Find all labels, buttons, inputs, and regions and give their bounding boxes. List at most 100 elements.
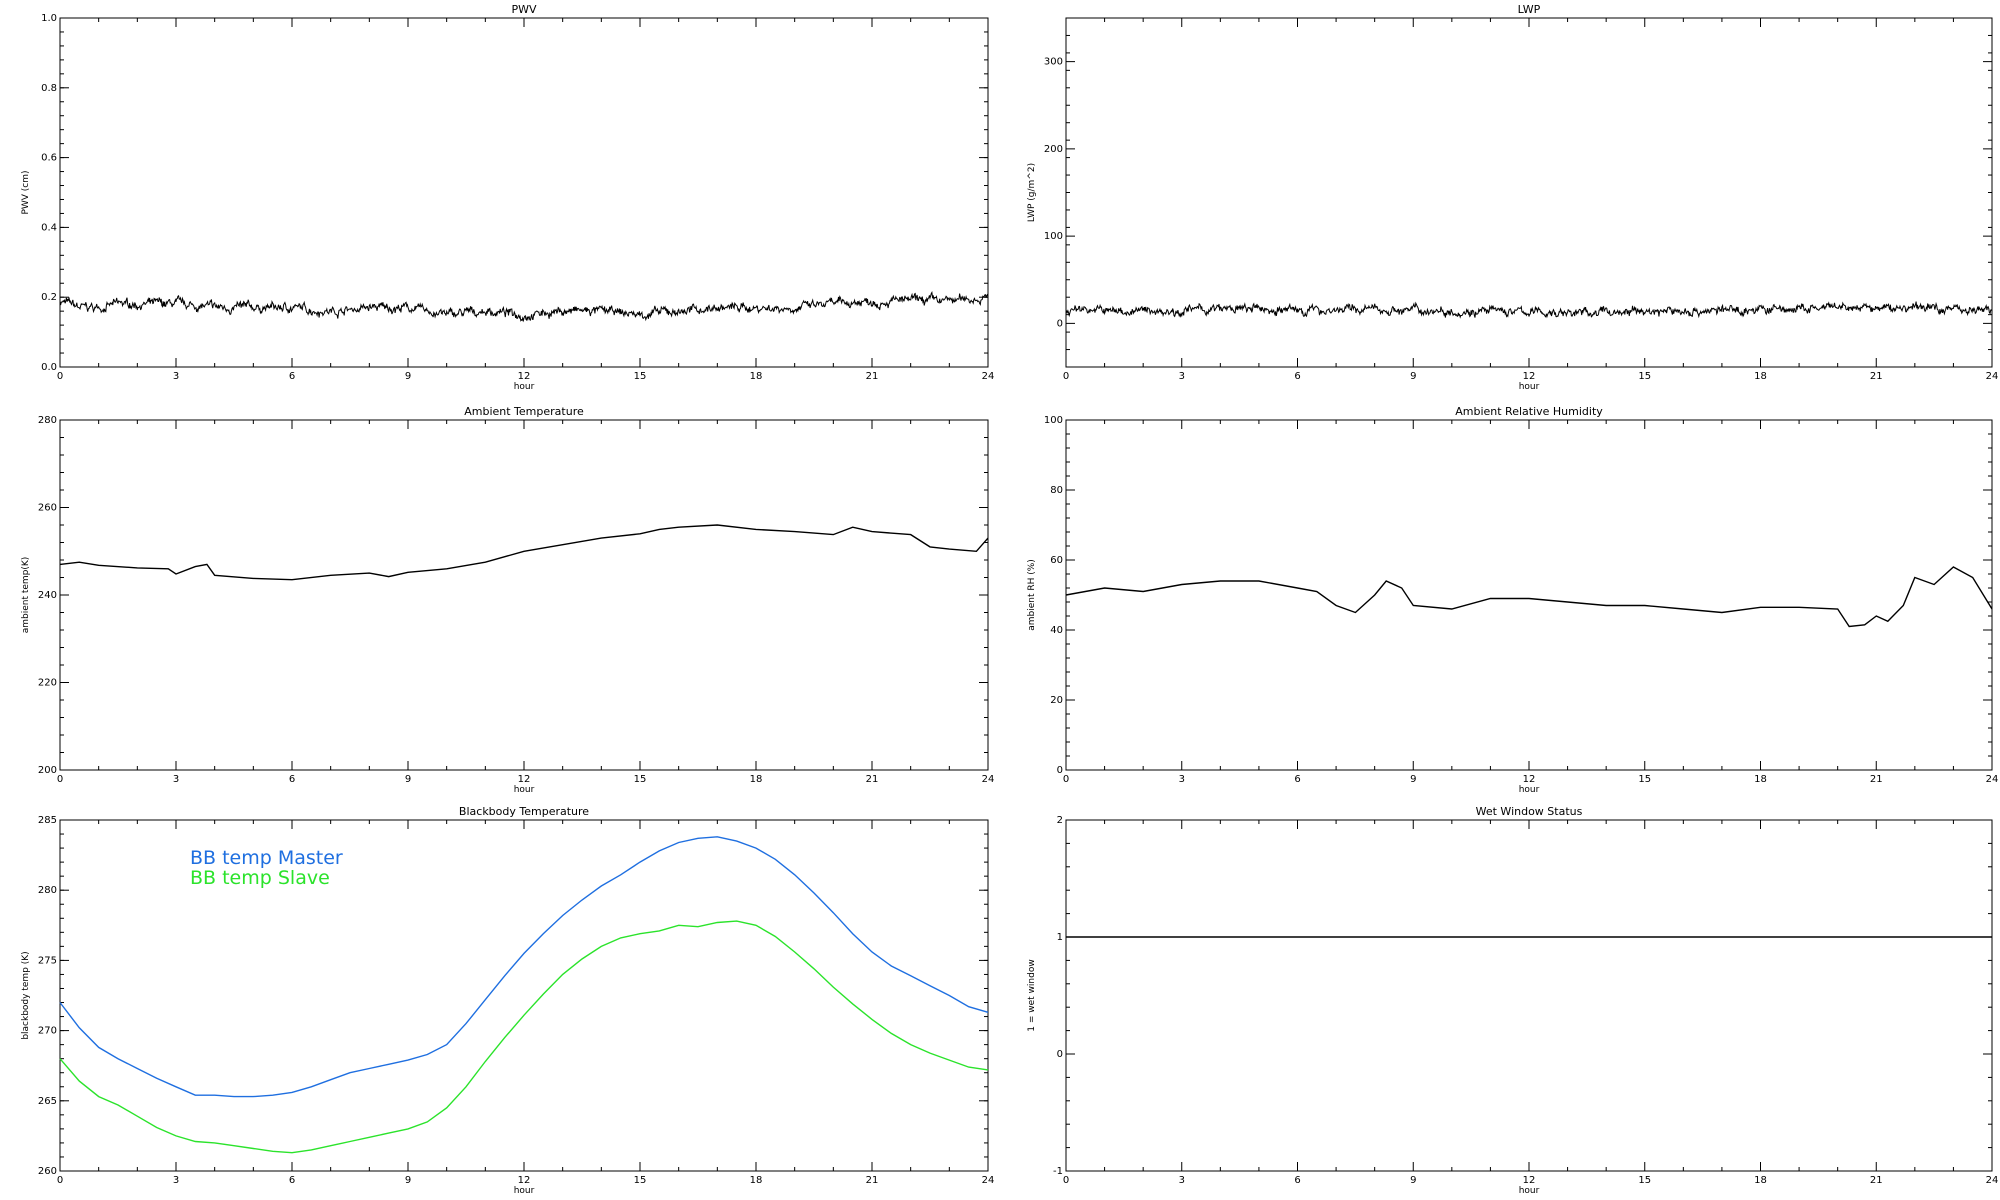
x-tick-label: 9 <box>405 1175 411 1186</box>
y-tick-label: 40 <box>1050 625 1063 636</box>
x-tick-label: 15 <box>634 1175 647 1186</box>
x-tick-label: 15 <box>1638 774 1651 785</box>
x-tick-label: 21 <box>1870 371 1883 382</box>
x-tick-label: 6 <box>1294 774 1300 785</box>
x-tick-label: 3 <box>1179 371 1185 382</box>
y-axis-label: ambient temp(K) <box>21 557 31 634</box>
x-tick-label: 6 <box>289 1175 295 1186</box>
x-tick-label: 0 <box>1063 774 1069 785</box>
y-tick-label: 80 <box>1050 485 1063 496</box>
x-tick-label: 15 <box>1638 371 1651 382</box>
chart-title: Wet Window Status <box>1476 805 1583 818</box>
chart-title: Ambient Temperature <box>464 405 584 418</box>
legend-entry-1: BB temp Master <box>190 847 343 869</box>
x-tick-label: 24 <box>1986 1175 1999 1186</box>
x-tick-label: 21 <box>866 1175 879 1186</box>
x-tick-label: 12 <box>518 774 531 785</box>
y-tick-label: 0 <box>1057 318 1063 329</box>
plot-frame <box>1065 419 1993 771</box>
x-tick-label: 18 <box>750 1175 763 1186</box>
chart-title: LWP <box>1518 3 1541 16</box>
x-tick-label: 6 <box>289 371 295 382</box>
x-tick-label: 24 <box>982 774 995 785</box>
y-tick-label: 0.4 <box>41 222 57 233</box>
x-tick-label: 9 <box>1410 371 1416 382</box>
y-tick-label: 60 <box>1050 555 1063 566</box>
y-tick-label: 200 <box>38 765 57 776</box>
plot-frame <box>1065 819 1993 1172</box>
y-tick-label: 270 <box>38 1026 57 1037</box>
y-tick-label: 0 <box>1057 765 1063 776</box>
legend-entry-2: BB temp Slave <box>190 867 330 889</box>
x-tick-label: 6 <box>289 774 295 785</box>
x-tick-label: 12 <box>1523 1175 1536 1186</box>
y-axis-label: ambient RH (%) <box>1027 559 1037 631</box>
x-tick-label: 18 <box>1754 774 1767 785</box>
x-tick-label: 21 <box>866 774 879 785</box>
y-axis-label: blackbody temp (K) <box>21 951 31 1039</box>
x-tick-label: 9 <box>405 371 411 382</box>
y-axis-label: LWP (g/m^2) <box>1027 163 1037 222</box>
panel-2: LWP 0 3 6 9 12 15 18 21 24 hour 0 100 200 300 LWP (g/m^… <box>1027 3 1998 392</box>
x-tick-label: 6 <box>1294 371 1300 382</box>
x-axis-label: hour <box>514 1186 535 1196</box>
x-tick-label: 21 <box>1870 1175 1883 1186</box>
y-tick-label: 1.0 <box>41 13 57 24</box>
x-tick-label: 9 <box>1410 1175 1416 1186</box>
series-line-1 <box>59 524 989 581</box>
chart-title: PWV <box>511 3 537 16</box>
y-tick-label: 220 <box>38 678 57 689</box>
x-tick-label: 3 <box>1179 774 1185 785</box>
plot-frame <box>59 17 989 368</box>
series-line-1 <box>59 836 989 1098</box>
series-line-2 <box>59 920 989 1154</box>
x-tick-label: 18 <box>750 774 763 785</box>
x-tick-label: 12 <box>1523 371 1536 382</box>
series-line-1 <box>59 290 989 323</box>
y-tick-label: 285 <box>38 815 57 826</box>
panel-5: Blackbody Temperature 0 3 6 9 12 15 18 21 24 hour 2… <box>21 805 994 1196</box>
x-tick-label: 0 <box>57 371 63 382</box>
x-tick-label: 18 <box>1754 1175 1767 1186</box>
x-tick-label: 24 <box>982 1175 995 1186</box>
x-tick-label: 21 <box>866 371 879 382</box>
x-axis-label: hour <box>1519 1186 1540 1196</box>
x-tick-label: 3 <box>173 1175 179 1186</box>
y-tick-label: 265 <box>38 1096 57 1107</box>
x-axis-label: hour <box>1519 785 1540 795</box>
y-tick-label: 20 <box>1050 695 1063 706</box>
y-tick-label: 0.8 <box>41 83 57 94</box>
y-tick-label: 2 <box>1057 815 1063 826</box>
x-tick-label: 15 <box>1638 1175 1651 1186</box>
x-tick-label: 24 <box>1986 774 1999 785</box>
x-tick-label: 12 <box>518 1175 531 1186</box>
y-tick-label: 300 <box>1044 57 1063 68</box>
y-tick-label: 100 <box>1044 231 1063 242</box>
y-tick-label: 280 <box>38 885 57 896</box>
y-tick-label: 260 <box>38 503 57 514</box>
y-tick-label: 275 <box>38 955 57 966</box>
x-tick-label: 3 <box>173 371 179 382</box>
x-tick-label: 9 <box>405 774 411 785</box>
y-tick-label: 240 <box>38 590 57 601</box>
chart-title: Ambient Relative Humidity <box>1455 405 1603 418</box>
y-tick-label: 0.0 <box>41 362 57 373</box>
chart-title: Blackbody Temperature <box>459 805 589 818</box>
x-tick-label: 0 <box>57 1175 63 1186</box>
x-tick-label: 15 <box>634 371 647 382</box>
y-tick-label: -1 <box>1053 1166 1063 1177</box>
x-tick-label: 0 <box>1063 371 1069 382</box>
x-tick-label: 12 <box>518 371 531 382</box>
x-tick-label: 15 <box>634 774 647 785</box>
y-tick-label: 100 <box>1044 415 1063 426</box>
y-tick-label: 0.2 <box>41 292 57 303</box>
y-axis-label: PWV (cm) <box>21 170 31 214</box>
x-axis-label: hour <box>514 785 535 795</box>
y-tick-label: 200 <box>1044 144 1063 155</box>
series-line-1 <box>1065 301 1993 319</box>
y-axis-label: 1 = wet window <box>1027 959 1037 1031</box>
x-tick-label: 0 <box>57 774 63 785</box>
panel-1: PWV 0 3 6 9 12 15 18 21 24 hour 0.0 0.2 0.4 0.6 0.8 1.0 P… <box>21 3 994 392</box>
x-axis-label: hour <box>514 382 535 392</box>
